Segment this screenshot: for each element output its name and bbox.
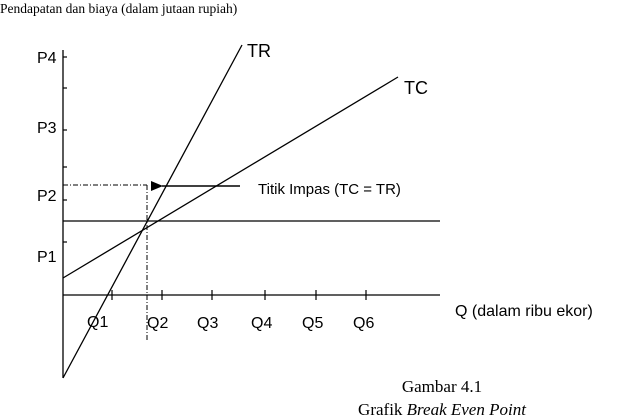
figure-caption-italic: Break Even Point: [407, 400, 528, 419]
tc-line-label: TC: [404, 78, 428, 98]
y-tick-label-p3: P3: [37, 120, 57, 137]
tr-line: [62, 44, 243, 379]
break-even-label: Titik Impas (TC = TR): [258, 181, 401, 198]
x-tick-label-q6: Q6: [353, 315, 374, 332]
figure-number: Gambar 4.1: [402, 377, 482, 396]
tr-line-label: TR: [247, 41, 271, 61]
figure-caption: Grafik Break Even Point: [358, 400, 527, 419]
x-tick-label-q5: Q5: [302, 315, 323, 332]
x-tick-label-q3: Q3: [197, 315, 218, 332]
x-tick-label-q4: Q4: [251, 315, 272, 332]
figure-caption-prefix: Grafik: [358, 400, 407, 419]
y-tick-label-p1: P1: [37, 249, 57, 266]
x-ticks: [111, 290, 367, 300]
tc-line: [62, 76, 399, 279]
x-axis-title: Q (dalam ribu ekor): [455, 303, 593, 320]
y-tick-label-p2: P2: [37, 188, 57, 205]
y-ticks: [63, 56, 67, 243]
x-tick-label-q1: Q1: [87, 314, 108, 331]
y-tick-label-p4: P4: [37, 50, 57, 67]
y-axis-title: Pendapatan dan biaya (dalam jutaan rupia…: [0, 1, 237, 16]
x-tick-label-q2: Q2: [147, 315, 168, 332]
